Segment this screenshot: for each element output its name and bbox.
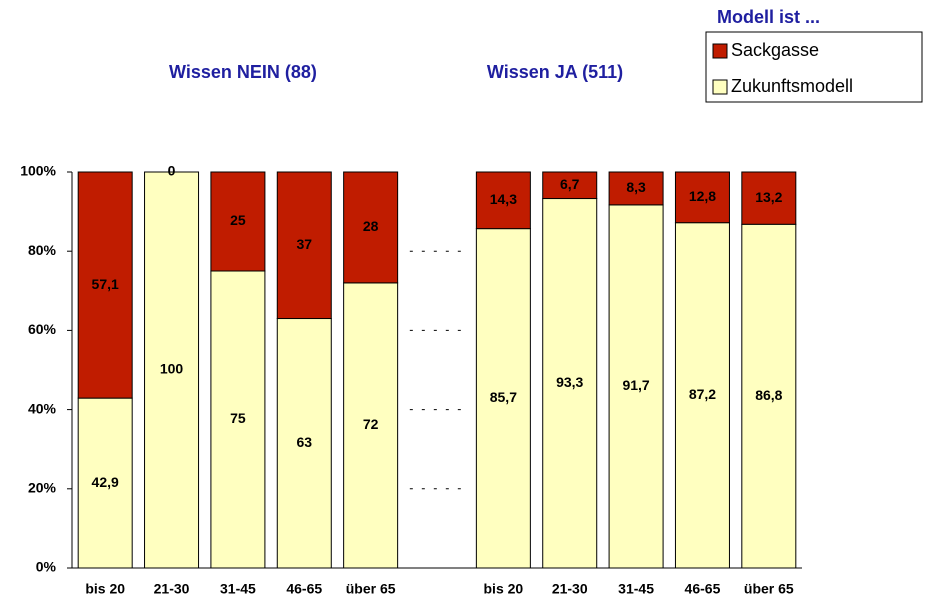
bar-segment <box>674 222 730 569</box>
data-label: 6,7 <box>560 176 580 192</box>
y-tick-label: 20% <box>28 480 57 496</box>
data-label: 0 <box>168 163 176 179</box>
y-tick-label: 80% <box>28 242 57 258</box>
bar-segment <box>542 198 598 569</box>
x-tick-label: bis 20 <box>484 581 524 597</box>
bar-segment <box>608 171 664 206</box>
x-tick-label: 21-30 <box>552 581 588 597</box>
data-label: 86,8 <box>755 387 782 403</box>
bar-segment <box>210 270 266 569</box>
data-label: 14,3 <box>490 191 517 207</box>
data-label: 12,8 <box>689 188 716 204</box>
group-title: Wissen NEIN (88) <box>169 62 317 82</box>
bar-segment <box>674 171 730 224</box>
x-tick-label: 46-65 <box>286 581 322 597</box>
bar-segment <box>276 171 332 320</box>
y-tick-label: 100% <box>20 163 56 179</box>
bar-segment <box>343 171 399 284</box>
data-label: 57,1 <box>92 276 119 292</box>
bar-segment <box>77 397 133 569</box>
x-tick-label: 31-45 <box>220 581 256 597</box>
bar-segment <box>741 171 797 225</box>
legend-title: Modell ist ... <box>717 7 820 27</box>
y-tick-label: 60% <box>28 321 57 337</box>
data-label: 93,3 <box>556 374 583 390</box>
y-tick-label: 40% <box>28 400 57 416</box>
legend-swatch <box>712 43 728 59</box>
legend-swatch <box>712 79 728 95</box>
x-tick-label: über 65 <box>346 581 396 597</box>
data-label: 91,7 <box>622 377 649 393</box>
data-label: 25 <box>230 212 246 228</box>
data-label: 72 <box>363 416 379 432</box>
bar-segment <box>741 223 797 569</box>
bar-segment <box>210 171 266 272</box>
data-label: 42,9 <box>92 474 119 490</box>
data-label: 37 <box>296 236 312 252</box>
data-label: 87,2 <box>689 386 716 402</box>
data-label: 13,2 <box>755 189 782 205</box>
group-title: Wissen JA (511) <box>487 62 623 82</box>
x-tick-label: 31-45 <box>618 581 654 597</box>
data-label: 75 <box>230 410 246 426</box>
x-tick-label: über 65 <box>744 581 794 597</box>
legend-box <box>705 31 923 103</box>
data-label: 28 <box>363 218 379 234</box>
data-label: 63 <box>296 434 312 450</box>
bar-segment <box>276 318 332 569</box>
y-tick-label: 0% <box>36 559 57 575</box>
legend-label: Zukunftsmodell <box>731 76 853 96</box>
bar-segment <box>475 228 531 569</box>
x-tick-label: 46-65 <box>685 581 721 597</box>
legend-label: Sackgasse <box>731 40 819 60</box>
bar-segment <box>475 171 531 230</box>
data-label: 8,3 <box>626 179 646 195</box>
x-tick-label: bis 20 <box>85 581 125 597</box>
x-tick-label: 21-30 <box>154 581 190 597</box>
bar-segment <box>608 204 664 569</box>
data-label: 85,7 <box>490 389 517 405</box>
bar-segment <box>542 171 598 200</box>
data-label: 100 <box>160 361 184 377</box>
bar-segment <box>144 171 200 569</box>
bar-segment <box>77 171 133 399</box>
